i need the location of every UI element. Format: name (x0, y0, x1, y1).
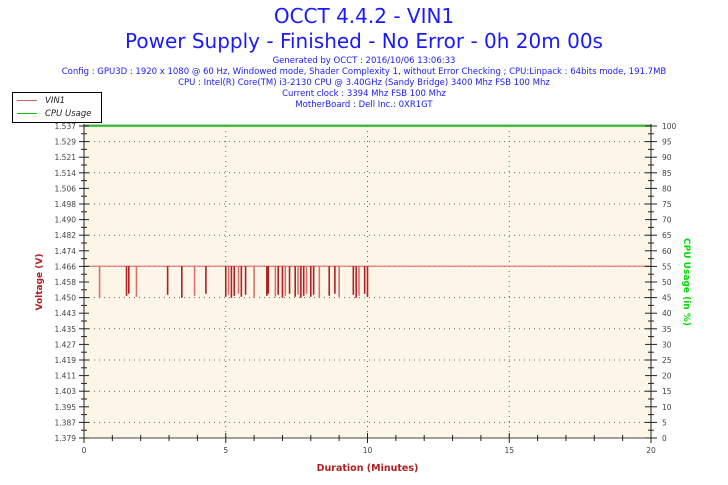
y-tick-label-left: 1.403 (55, 387, 77, 396)
y-tick-label-left: 1.490 (55, 216, 77, 225)
x-tick-label: 20 (646, 446, 656, 455)
y-tick-label-right: 100 (662, 122, 677, 131)
legend-label-cpu-usage: CPU Usage (45, 109, 92, 119)
y-tick-label-right: 70 (662, 216, 672, 225)
y-tick-label-left: 1.529 (55, 138, 77, 147)
legend-label-vin1: VIN1 (45, 96, 66, 106)
y-tick-label-right: 85 (662, 169, 672, 178)
y-tick-label-left: 1.379 (55, 434, 77, 443)
y-tick-label-right: 40 (662, 309, 672, 318)
chart-subtitle: Power Supply - Finished - No Error - 0h … (125, 29, 603, 53)
y-tick-label-right: 30 (662, 340, 672, 349)
y-tick-label-right: 50 (662, 278, 672, 287)
y-tick-label-left: 1.466 (55, 262, 77, 271)
motherboard-info: MotherBoard : Dell Inc.: 0XR1GT (295, 100, 433, 110)
y-tick-label-right: 0 (662, 434, 667, 443)
y-tick-label-left: 1.435 (55, 325, 77, 334)
y-tick-label-left: 1.411 (55, 372, 77, 381)
y-tick-label-left: 1.506 (55, 184, 77, 193)
x-tick-label: 0 (82, 446, 87, 455)
y-tick-label-right: 10 (662, 403, 672, 412)
x-axis-title: Duration (Minutes) (317, 463, 419, 474)
y-tick-label-left: 1.482 (55, 231, 77, 240)
y-tick-label-left: 1.387 (55, 418, 77, 427)
y-tick-label-right: 65 (662, 231, 672, 240)
x-tick-label: 10 (363, 446, 373, 455)
cpu-info: CPU : Intel(R) Core(TM) i3-2130 CPU @ 3.… (178, 78, 550, 88)
y-tick-label-right: 90 (662, 153, 672, 162)
y-tick-label-left: 1.521 (55, 153, 77, 162)
legend-item-cpu-usage: CPU Usage (17, 108, 91, 121)
y-tick-label-right: 80 (662, 184, 672, 193)
y-tick-label-right: 5 (662, 418, 667, 427)
legend-swatch-vin1 (17, 100, 37, 101)
clock-info: Current clock : 3394 Mhz FSB 100 Mhz (282, 89, 446, 99)
config-info: Config : GPU3D : 1920 x 1080 @ 60 Hz, Wi… (61, 67, 667, 77)
y-axis-title-left: Voltage (V) (35, 254, 45, 311)
y-tick-label-left: 1.498 (55, 200, 77, 209)
y-tick-label-left: 1.514 (55, 169, 77, 178)
legend: VIN1 CPU Usage (12, 92, 102, 123)
y-tick-label-right: 55 (662, 262, 672, 271)
y-tick-label-right: 20 (662, 372, 672, 381)
x-tick-label: 5 (223, 446, 228, 455)
x-tick-label: 15 (504, 446, 514, 455)
y-tick-label-right: 75 (662, 200, 672, 209)
chart-title: OCCT 4.4.2 - VIN1 (273, 4, 455, 28)
y-tick-label-right: 25 (662, 356, 672, 365)
generated-info: Generated by OCCT : 2016/10/06 13:06:33 (272, 56, 456, 66)
y-tick-label-left: 1.443 (55, 309, 77, 318)
legend-item-vin1: VIN1 (17, 95, 65, 108)
y-tick-label-left: 1.537 (55, 122, 77, 131)
y-tick-label-left: 1.427 (55, 340, 77, 349)
y-tick-label-left: 1.474 (55, 247, 77, 256)
y-tick-label-left: 1.419 (55, 356, 77, 365)
y-tick-label-right: 45 (662, 294, 672, 303)
y-tick-label-right: 95 (662, 138, 672, 147)
y-tick-label-left: 1.395 (55, 403, 77, 412)
y-axis-title-right: CPU Usage (in %) (681, 238, 691, 326)
y-tick-label-left: 1.450 (55, 294, 77, 303)
y-tick-label-right: 15 (662, 387, 672, 396)
legend-swatch-cpu-usage (17, 113, 37, 114)
y-tick-label-left: 1.458 (55, 278, 77, 287)
y-tick-label-right: 60 (662, 247, 672, 256)
y-tick-label-right: 35 (662, 325, 672, 334)
